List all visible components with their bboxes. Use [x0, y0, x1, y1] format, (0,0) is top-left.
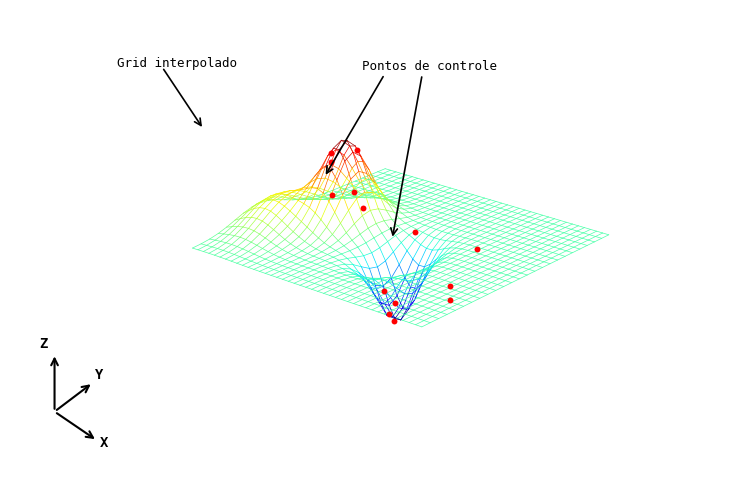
Text: Grid interpolado: Grid interpolado	[117, 57, 237, 70]
Text: Z: Z	[40, 337, 48, 351]
Text: Pontos de controle: Pontos de controle	[362, 60, 497, 73]
Text: Y: Y	[95, 368, 103, 382]
Text: X: X	[100, 436, 108, 450]
